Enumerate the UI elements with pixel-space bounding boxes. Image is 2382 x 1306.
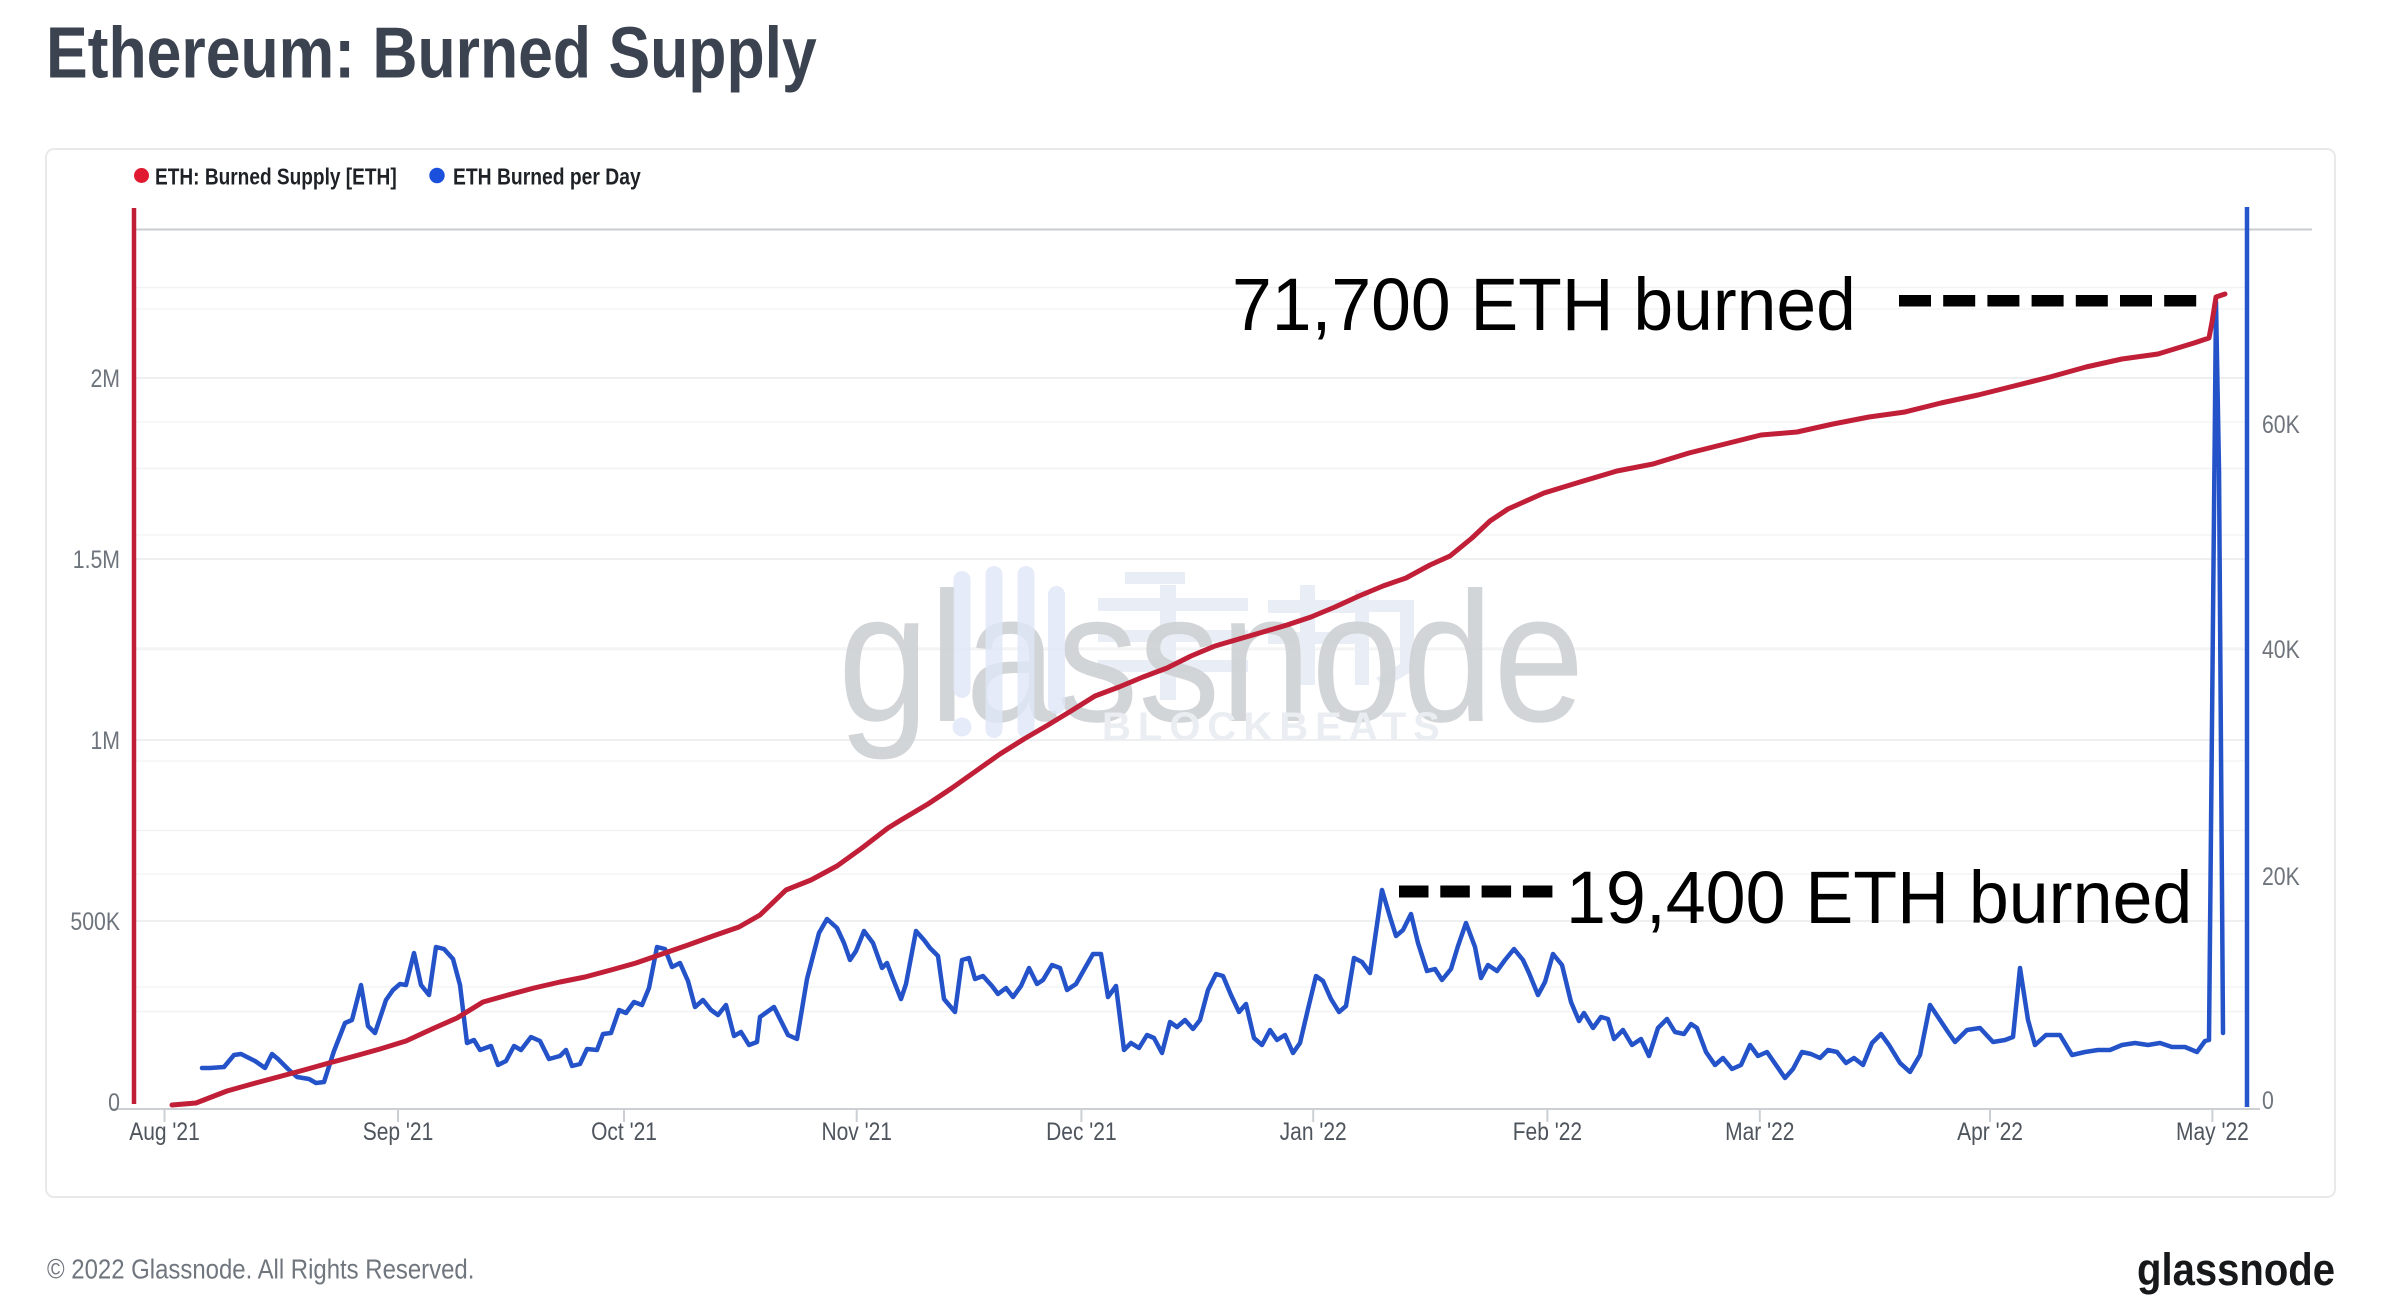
svg-text:1M: 1M [90,726,120,754]
svg-text:0: 0 [108,1088,120,1116]
svg-text:71,700 ETH burned: 71,700 ETH burned [1232,264,1856,346]
svg-text:1.5M: 1.5M [73,545,120,573]
svg-text:Oct '21: Oct '21 [591,1117,657,1145]
svg-text:glassnode: glassnode [2137,1245,2335,1296]
svg-text:May '22: May '22 [2176,1117,2249,1145]
svg-text:19,400 ETH burned: 19,400 ETH burned [1566,857,2192,939]
svg-text:Ethereum: Burned Supply: Ethereum: Burned Supply [46,14,817,94]
svg-text:Dec '21: Dec '21 [1046,1117,1117,1145]
svg-text:40K: 40K [2262,635,2300,663]
svg-text:© 2022 Glassnode. All Rights R: © 2022 Glassnode. All Rights Reserved. [47,1255,474,1285]
svg-text:Sep '21: Sep '21 [363,1117,434,1145]
svg-text:Jan '22: Jan '22 [1280,1117,1347,1145]
svg-text:500K: 500K [70,907,120,935]
svg-text:Nov '21: Nov '21 [821,1117,892,1145]
svg-text:Apr '22: Apr '22 [1957,1117,2023,1145]
svg-text:60K: 60K [2262,410,2300,438]
svg-text:BLOCKBEATS: BLOCKBEATS [1102,705,1447,749]
svg-text:2M: 2M [90,364,120,392]
svg-text:ETH Burned per Day: ETH Burned per Day [453,165,641,190]
svg-text:Mar '22: Mar '22 [1725,1117,1794,1145]
svg-text:Feb '22: Feb '22 [1513,1117,1582,1145]
svg-text:ETH: Burned Supply [ETH]: ETH: Burned Supply [ETH] [155,165,397,190]
svg-text:0: 0 [2262,1086,2274,1114]
svg-text:Aug '21: Aug '21 [129,1117,200,1145]
svg-text:20K: 20K [2262,862,2300,890]
